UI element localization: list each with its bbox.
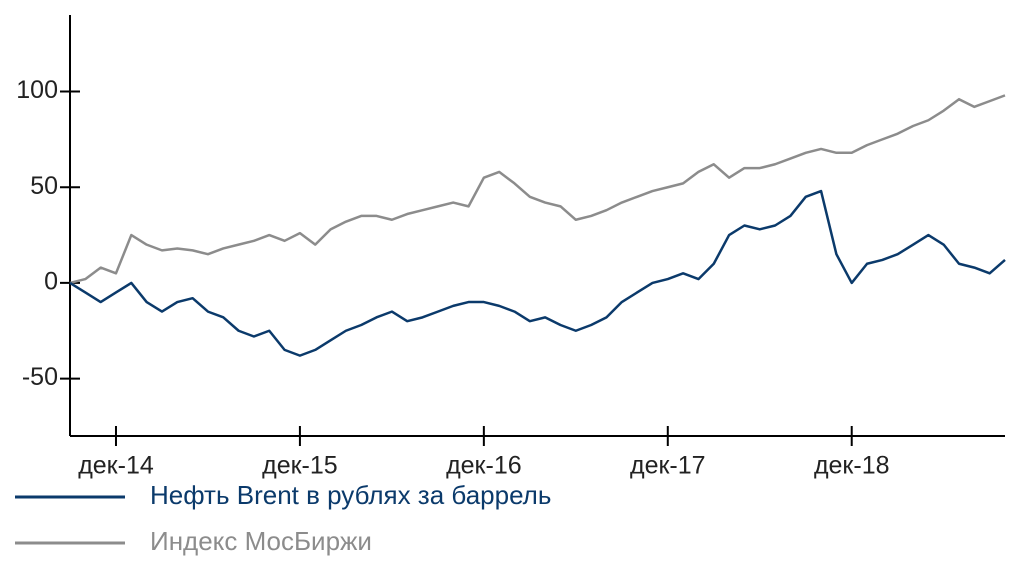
y-tick-label: 100 [16, 76, 58, 104]
x-tick-label: дек-16 [446, 452, 522, 480]
legend-label: Нефть Brent в рублях за баррель [150, 480, 551, 510]
y-tick-label: 50 [30, 172, 58, 200]
series-line [69, 189, 1006, 357]
y-tick-label: 0 [44, 268, 58, 296]
x-tick-label: дек-18 [814, 452, 890, 480]
x-tick-label: дек-15 [262, 452, 338, 480]
series-line [69, 94, 1006, 285]
legend-label: Индекс МосБиржи [150, 526, 372, 556]
y-tick-label: -50 [22, 363, 58, 391]
x-tick-label: дек-14 [78, 452, 154, 480]
x-tick-label: дек-17 [630, 452, 706, 480]
